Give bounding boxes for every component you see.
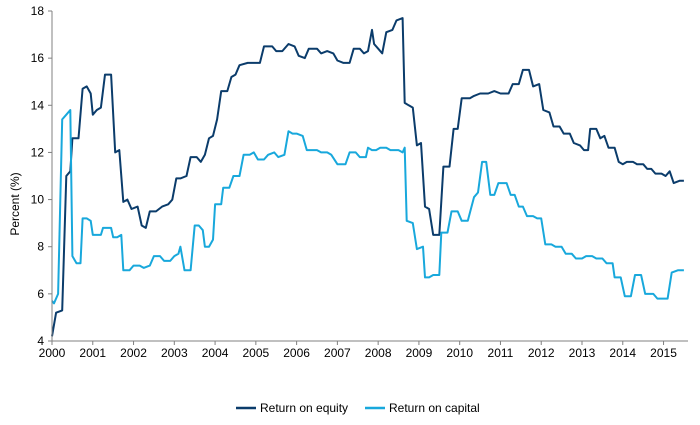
y-tick-label: 8 <box>37 240 44 254</box>
y-tick-label: 18 <box>31 4 45 18</box>
x-tick-label: 2012 <box>528 346 555 360</box>
x-tick-label: 2008 <box>365 346 392 360</box>
series-line-2 <box>51 109 684 305</box>
x-axis-ticks: 2000 2001 2002 2003 2004 2005 2006 2007 2008 2009… <box>39 341 677 360</box>
y-tick-label: 6 <box>37 287 44 301</box>
x-tick-label: 2011 <box>488 346 514 360</box>
y-tick-label: 4 <box>37 334 44 348</box>
x-tick-label: 2005 <box>242 346 269 360</box>
x-tick-label: 2001 <box>79 346 106 360</box>
x-tick-label: 2014 <box>609 346 636 360</box>
x-tick-label: 2009 <box>406 346 433 360</box>
y-tick-label: 16 <box>31 51 45 65</box>
series-line-1 <box>51 17 684 337</box>
x-tick-label: 2015 <box>650 346 677 360</box>
x-tick-label: 2002 <box>120 346 147 360</box>
y-axis-title: Percent (%) <box>8 172 22 235</box>
x-tick-label: 2013 <box>569 346 596 360</box>
legend-label: Return on equity <box>260 401 348 415</box>
axes <box>51 11 688 342</box>
x-tick-label: 2006 <box>283 346 310 360</box>
y-tick-label: 12 <box>31 145 45 159</box>
legend-item-1: Return on equity <box>236 401 348 415</box>
x-tick-label: 2003 <box>161 346 188 360</box>
x-tick-label: 2007 <box>324 346 351 360</box>
legend: Return on equity Return on capital <box>236 401 480 415</box>
legend-label: Return on capital <box>389 401 480 415</box>
y-tick-label: 10 <box>31 193 45 207</box>
y-tick-label: 14 <box>31 98 45 112</box>
series-layer <box>51 17 684 337</box>
x-tick-label: 2004 <box>202 346 229 360</box>
x-tick-label: 2000 <box>39 346 66 360</box>
legend-item-2: Return on capital <box>365 401 480 415</box>
x-tick-label: 2010 <box>446 346 473 360</box>
y-axis-ticks: 4 6 8 10 12 14 16 18 <box>31 4 52 348</box>
